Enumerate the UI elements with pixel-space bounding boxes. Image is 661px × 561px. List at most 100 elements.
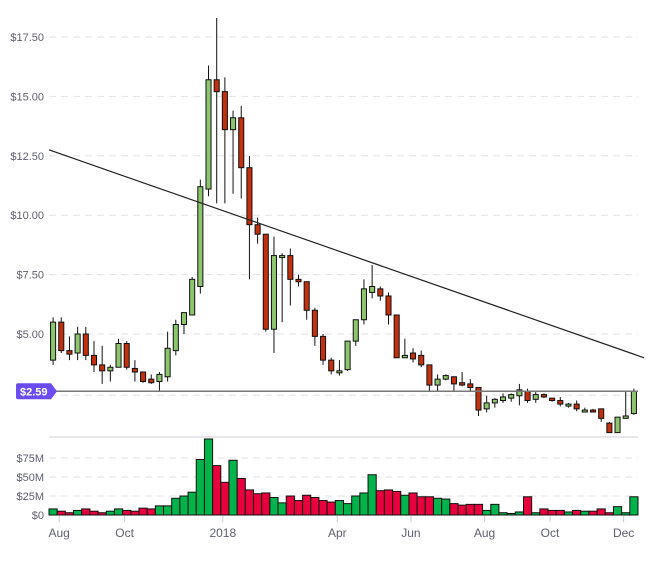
candle[interactable] (418, 350, 425, 368)
volume-bar[interactable] (351, 495, 361, 516)
volume-bar[interactable] (326, 501, 336, 516)
candle[interactable] (50, 317, 57, 365)
volume-bar[interactable] (89, 510, 99, 516)
volume-bar[interactable] (113, 508, 124, 516)
volume-bar[interactable] (56, 510, 66, 516)
volume-bar[interactable] (375, 490, 385, 516)
candle[interactable] (508, 393, 515, 402)
volume-bar[interactable] (482, 509, 492, 516)
volume-bar[interactable] (171, 497, 181, 516)
candle[interactable] (189, 276, 196, 316)
volume-bar[interactable] (424, 496, 434, 516)
candle[interactable] (123, 341, 130, 370)
candle[interactable] (540, 393, 547, 399)
volume-bar[interactable] (449, 503, 459, 516)
candle[interactable] (565, 402, 572, 408)
candle[interactable] (467, 379, 474, 392)
volume-bar[interactable] (416, 496, 426, 516)
candle[interactable] (270, 236, 278, 354)
volume-bar[interactable] (563, 511, 574, 516)
candle[interactable] (426, 364, 433, 392)
volume-bar[interactable] (73, 509, 83, 516)
volume-bar[interactable] (187, 491, 197, 516)
candle[interactable] (262, 233, 269, 332)
candle[interactable] (311, 307, 318, 346)
volume-bar[interactable] (179, 495, 189, 516)
volume-bar[interactable] (498, 512, 508, 516)
candle[interactable] (246, 155, 253, 280)
candle[interactable] (254, 217, 261, 244)
volume-bar[interactable] (400, 494, 410, 516)
volume-bar[interactable] (302, 494, 312, 516)
candle[interactable] (499, 393, 507, 403)
volume-bar[interactable] (64, 512, 75, 516)
candle[interactable] (197, 179, 204, 294)
volume-bar[interactable] (392, 490, 402, 516)
volume-bar[interactable] (506, 512, 516, 516)
volume-bar[interactable] (457, 504, 467, 516)
candle[interactable] (549, 397, 556, 402)
volume-bar[interactable] (359, 492, 369, 516)
candle[interactable] (74, 326, 81, 361)
candle[interactable] (336, 360, 343, 376)
volume-bar[interactable] (130, 510, 140, 516)
volume-bar[interactable] (146, 508, 156, 516)
volume-bar[interactable] (473, 503, 484, 516)
volume-bar[interactable] (97, 512, 107, 516)
volume-bar[interactable] (367, 474, 377, 516)
candle[interactable] (532, 391, 539, 403)
candle[interactable] (622, 391, 629, 419)
candle[interactable] (393, 314, 400, 359)
volume-bar[interactable] (408, 492, 418, 516)
candle[interactable] (573, 400, 580, 412)
candle[interactable] (221, 77, 228, 204)
volume-bar[interactable] (441, 498, 451, 516)
candle[interactable] (180, 312, 188, 334)
volume-bar[interactable] (580, 510, 590, 516)
volume-bar[interactable] (228, 459, 238, 516)
volume-bar[interactable] (547, 509, 557, 516)
volume-bar[interactable] (236, 478, 246, 516)
volume-bar[interactable] (269, 497, 279, 516)
candle[interactable] (606, 421, 613, 434)
volume-bar[interactable] (465, 503, 475, 516)
candle[interactable] (107, 364, 114, 382)
candle[interactable] (148, 374, 155, 384)
candle[interactable] (459, 372, 466, 387)
candle[interactable] (115, 338, 122, 368)
volume-bar[interactable] (310, 497, 320, 516)
volume-bar[interactable] (522, 496, 533, 516)
candle[interactable] (360, 279, 367, 325)
candle[interactable] (630, 388, 637, 415)
candle[interactable] (58, 317, 65, 354)
volume-bar[interactable] (285, 495, 295, 516)
volume-bar[interactable] (122, 509, 132, 516)
candle[interactable] (401, 338, 408, 359)
candle[interactable] (598, 408, 605, 422)
volume-bar[interactable] (105, 510, 115, 516)
volume-bar[interactable] (203, 438, 214, 516)
volume-bar[interactable] (383, 489, 394, 516)
candle[interactable] (491, 398, 498, 408)
candle[interactable] (344, 340, 351, 371)
candle[interactable] (369, 265, 376, 299)
candle[interactable] (82, 326, 89, 361)
volume-bar[interactable] (253, 493, 263, 516)
candle[interactable] (475, 386, 482, 416)
volume-bar[interactable] (343, 503, 353, 516)
volume-bar[interactable] (432, 497, 443, 516)
candle[interactable] (205, 65, 212, 197)
candle[interactable] (450, 376, 457, 392)
candle[interactable] (320, 334, 327, 365)
candle[interactable] (172, 319, 179, 356)
volume-bar[interactable] (277, 502, 287, 516)
price-candles[interactable] (50, 17, 637, 434)
candle[interactable] (131, 360, 138, 382)
candle[interactable] (230, 110, 237, 194)
candle[interactable] (434, 374, 441, 392)
candle[interactable] (238, 105, 245, 199)
volume-bar[interactable] (588, 510, 598, 516)
candle[interactable] (164, 331, 171, 382)
volume-bar[interactable] (261, 492, 271, 516)
volume-bar[interactable] (539, 508, 549, 516)
